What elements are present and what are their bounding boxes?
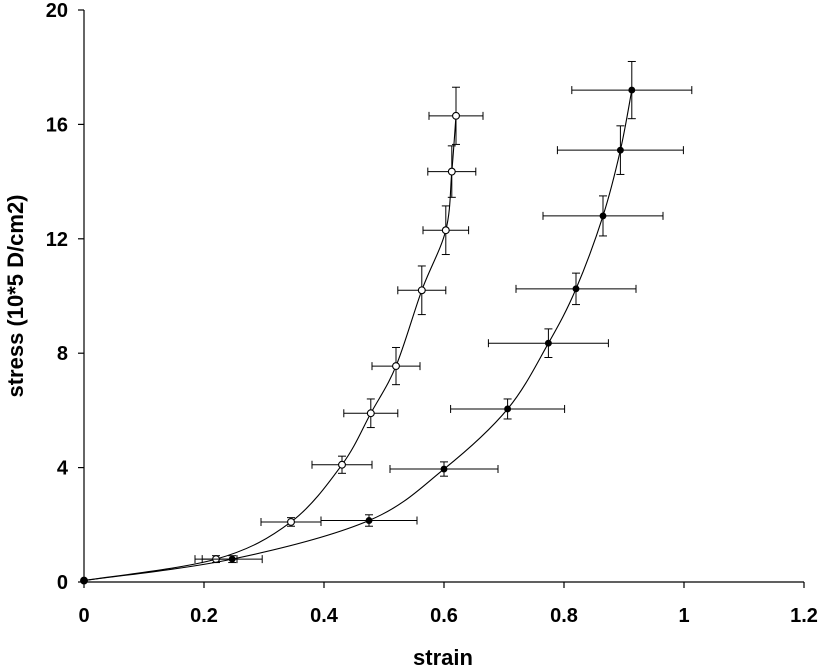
series-2-point-9 (616, 146, 624, 154)
series-2-point-7 (572, 285, 580, 293)
series-2-point-3 (365, 517, 373, 524)
series-1-point-9 (447, 167, 456, 176)
series-2-point-8 (599, 212, 607, 220)
y-tick-label-3: 8 (57, 343, 68, 365)
series-2-point-10 (628, 86, 636, 94)
x-tick-label-3: 0.4 (310, 605, 339, 627)
series-1-point-5 (366, 409, 375, 418)
series-2-point-6 (544, 339, 552, 347)
y-tick-label-6: 20 (46, 0, 68, 22)
x-tick-label-1: 0 (78, 605, 89, 627)
series-1-point-10 (452, 111, 460, 120)
x-tick-label-5: 0.8 (550, 605, 578, 627)
y-tick-label-4: 12 (46, 229, 68, 251)
series-1-point-4 (338, 460, 346, 469)
axes: 0 0.2 0.4 0.6 0.8 1 1.2 0 4 8 12 16 20 (46, 0, 818, 627)
x-tick-label-6: 1 (678, 605, 689, 627)
y-tick-label-1: 0 (57, 572, 68, 594)
y-tick-label-2: 4 (57, 458, 69, 480)
series-2-point-5 (504, 405, 512, 413)
series-2-curve (83, 89, 633, 582)
series-1-point-8 (441, 226, 450, 235)
series-2-point-4 (440, 465, 448, 473)
x-axis-title: strain (413, 645, 473, 670)
y-axis-title: stress (10*5 D/cm2) (3, 194, 28, 397)
y-tick-label-5: 16 (46, 114, 68, 136)
x-tick-label-4: 0.6 (430, 605, 458, 627)
x-tick-label-2: 0.2 (190, 605, 218, 627)
series-2-point-2 (228, 555, 236, 563)
series-1-point-7 (417, 286, 426, 295)
series-1-point-6 (392, 362, 400, 371)
series-1-curve (83, 115, 457, 582)
x-tick-label-7: 1.2 (790, 605, 818, 627)
series-1-point-3 (287, 517, 295, 526)
plot-area (80, 60, 693, 585)
